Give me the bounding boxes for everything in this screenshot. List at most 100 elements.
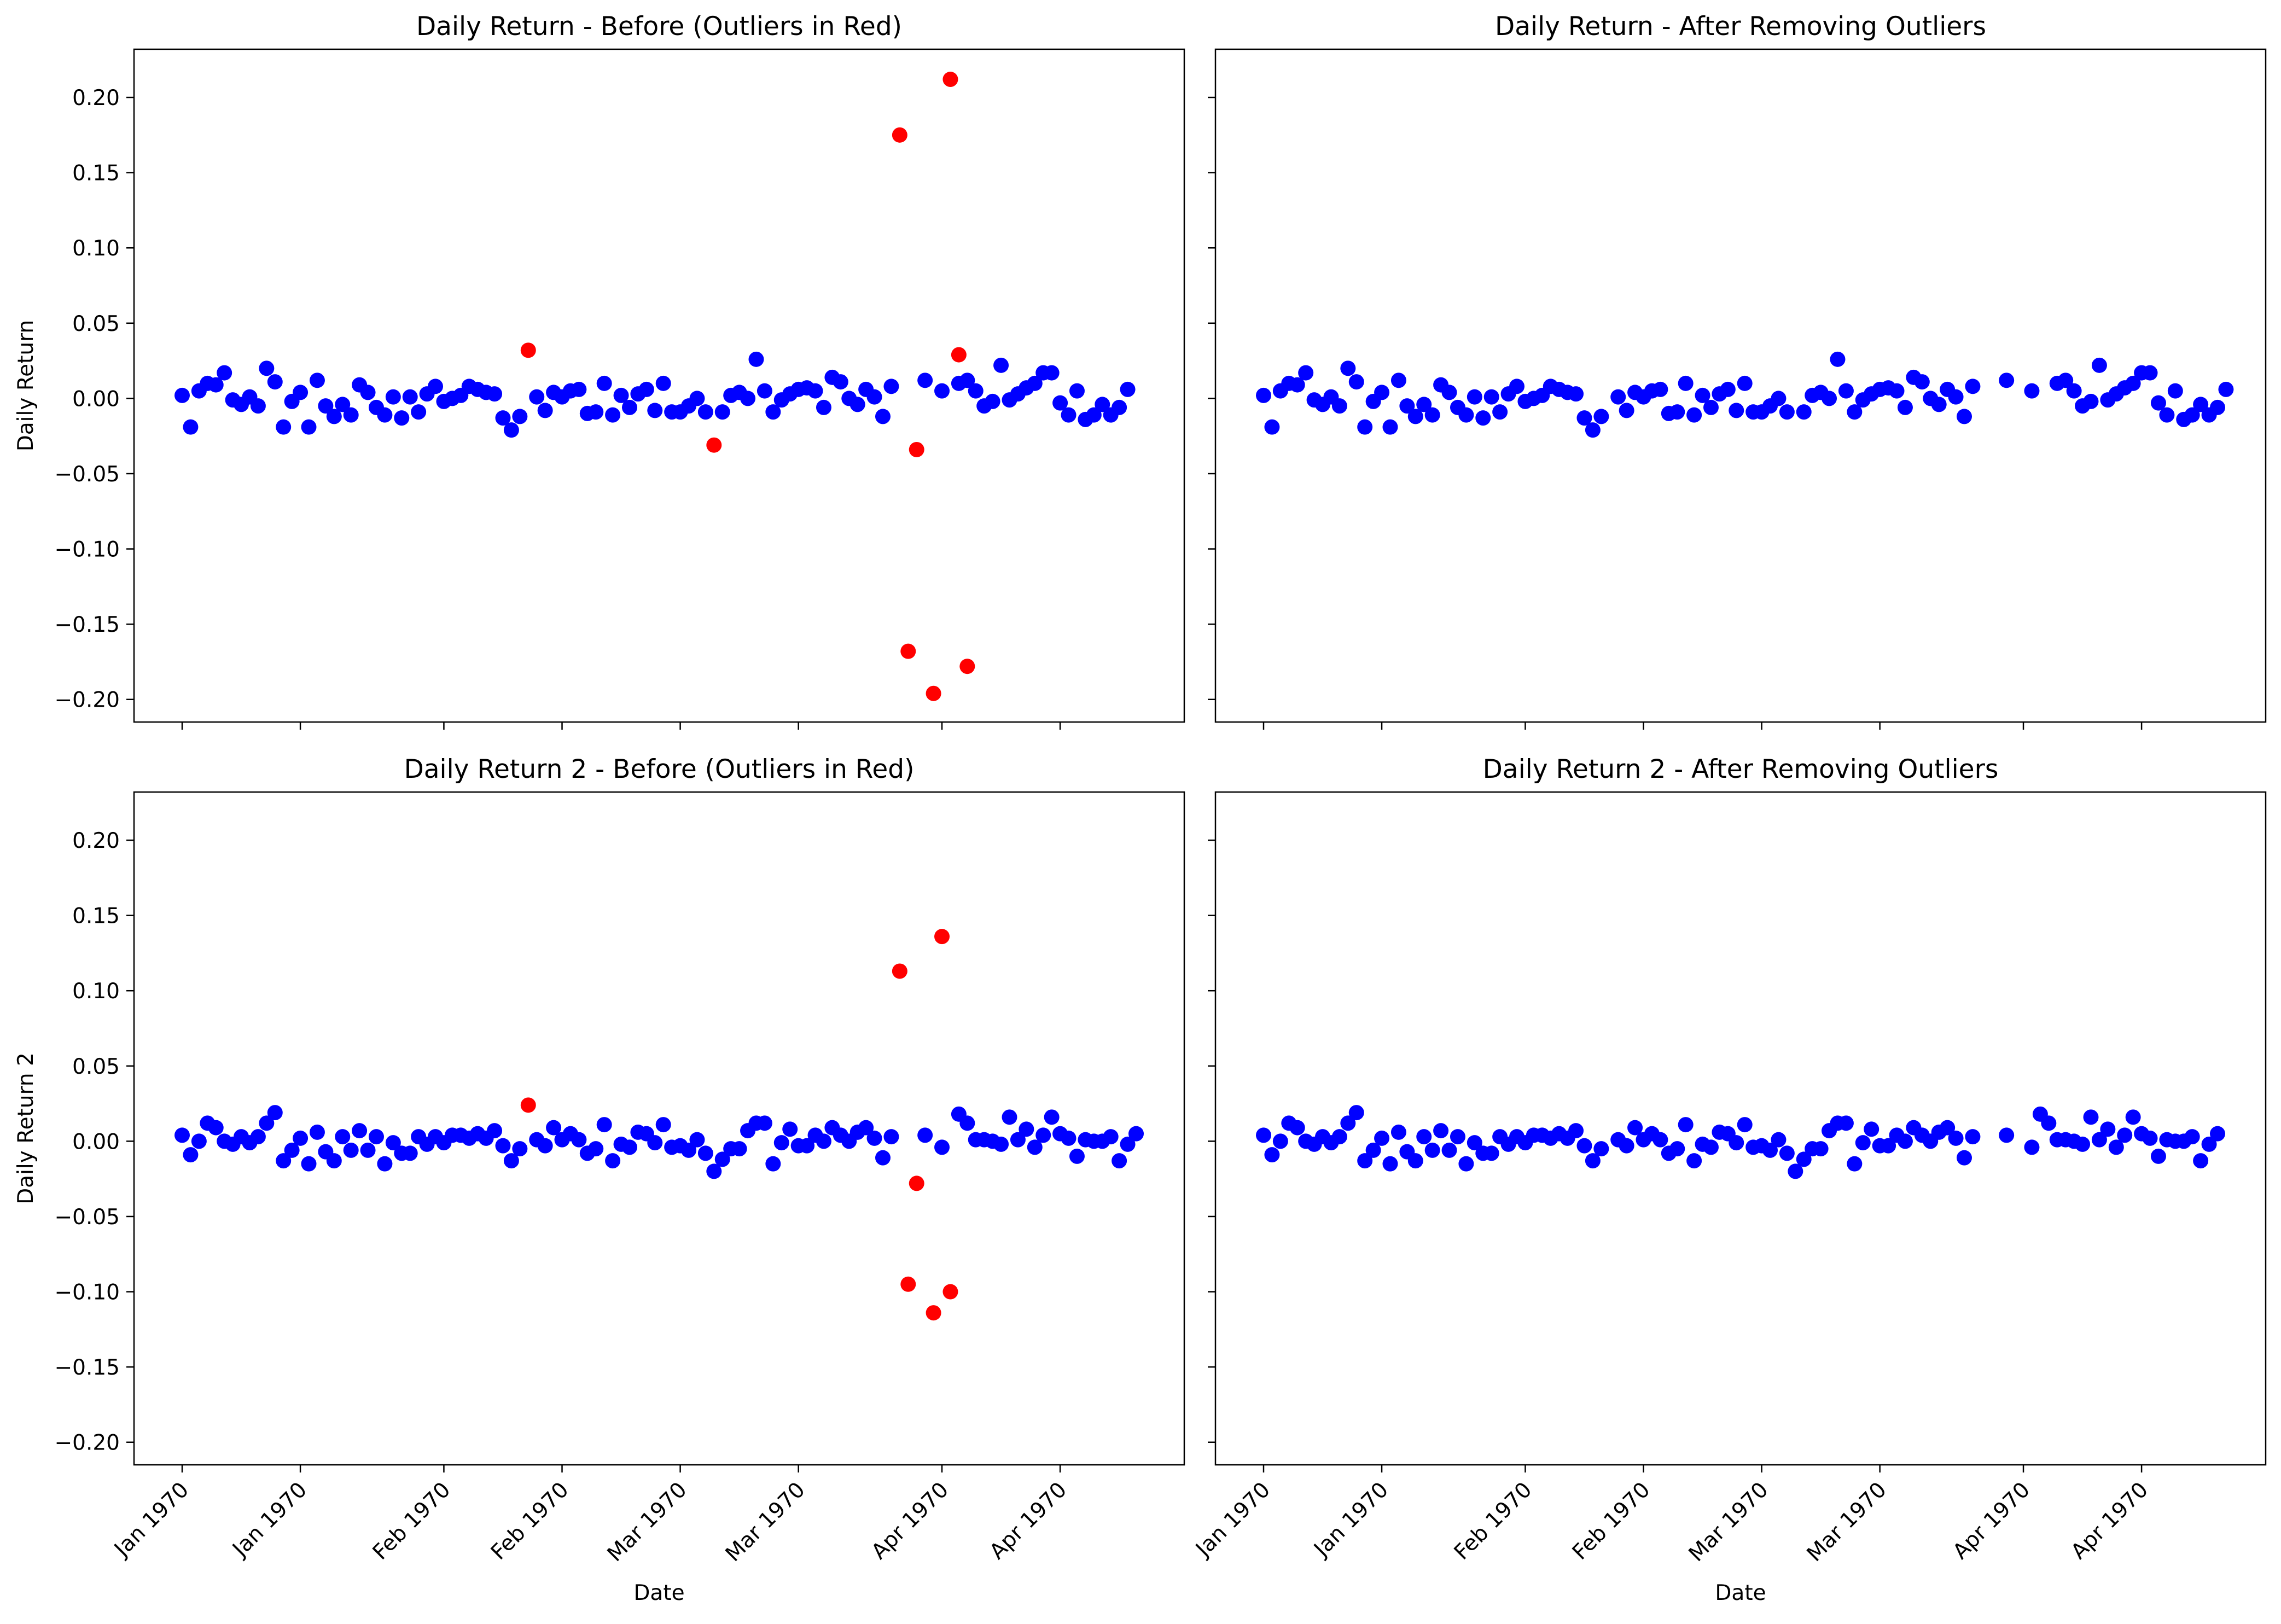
data-point (1340, 1115, 1356, 1131)
data-point (301, 1156, 317, 1172)
data-point (1467, 389, 1482, 405)
data-point (1052, 395, 1068, 411)
y-tick-label: −0.10 (54, 1280, 120, 1305)
data-point (1703, 399, 1719, 415)
data-point (1272, 1133, 1288, 1149)
data-point (411, 404, 427, 420)
data-point (714, 1151, 730, 1167)
inlier-points (1256, 351, 2234, 438)
data-point (1788, 1163, 1803, 1179)
data-point (309, 1124, 325, 1140)
data-point (1737, 375, 1753, 391)
y-tick-label: 0.15 (72, 904, 120, 929)
data-point (2142, 365, 2158, 381)
data-point (571, 381, 587, 397)
data-point (875, 1150, 891, 1166)
data-point (1686, 407, 1702, 423)
data-point (1838, 383, 1854, 399)
data-point (621, 1139, 637, 1155)
data-point (1889, 383, 1905, 399)
y-tick-label: 0.15 (72, 161, 120, 186)
data-point (1441, 1142, 1457, 1158)
data-point (250, 398, 266, 414)
x-tick-label: Apr 1970 (985, 1477, 1072, 1564)
data-point (1779, 1145, 1795, 1161)
data-point (1103, 1129, 1119, 1145)
x-axis-label: Date (1715, 1581, 1766, 1605)
plot-frame (133, 48, 1185, 723)
subplot-title: Daily Return 2 - Before (Outliers in Red… (404, 754, 915, 784)
data-point (1002, 1109, 1017, 1125)
y-tick-label: −0.05 (54, 462, 120, 487)
data-point (1475, 410, 1491, 426)
outlier-point (959, 659, 975, 674)
data-point (1931, 397, 1947, 412)
data-point (1441, 385, 1457, 400)
data-point (1796, 1151, 1812, 1167)
data-point (1509, 379, 1525, 394)
data-point (748, 351, 764, 367)
data-point (512, 409, 528, 424)
y-tick-label: −0.15 (54, 613, 120, 637)
data-point (377, 407, 393, 423)
y-axis-label: Daily Return (14, 320, 38, 452)
data-point (1112, 1153, 1127, 1169)
data-point (1822, 391, 1837, 406)
subplot-1: Daily Return - Before (Outliers in Red) 0… (14, 11, 1185, 730)
data-point (293, 385, 309, 400)
data-point (1086, 407, 1102, 423)
data-point (1568, 1123, 1584, 1139)
y-tick-label: 0.20 (72, 829, 120, 853)
data-point (385, 389, 401, 405)
data-point (2083, 393, 2099, 409)
data-point (293, 1130, 309, 1146)
data-point (385, 1135, 401, 1151)
x-tick-label: Jan 1970 (1190, 1477, 1275, 1562)
outlier-point (892, 963, 907, 979)
data-point (1585, 422, 1601, 438)
data-point (959, 1115, 975, 1131)
data-point (1365, 1142, 1381, 1158)
data-point (326, 409, 342, 424)
data-point (1838, 1115, 1854, 1131)
data-point (1340, 360, 1356, 376)
data-point (2125, 1109, 2141, 1125)
x-tick-label: Feb 1970 (368, 1477, 456, 1565)
data-point (546, 1120, 562, 1136)
x-tick-label: Mar 1970 (1802, 1477, 1892, 1567)
data-point (2100, 1121, 2116, 1137)
x-tick-label: Mar 1970 (721, 1477, 810, 1567)
data-point (2167, 383, 2183, 399)
x-tick-label: Jan 1970 (109, 1477, 194, 1562)
data-point (1669, 1141, 1685, 1157)
data-point (2125, 375, 2141, 391)
data-point (1044, 1109, 1060, 1125)
data-point (1382, 419, 1398, 435)
outlier-point (926, 685, 941, 701)
data-point (588, 404, 604, 420)
x-tick-label: Feb 1970 (1450, 1477, 1537, 1565)
data-point (689, 391, 705, 406)
data-point (2024, 383, 2040, 399)
data-point (621, 399, 637, 415)
x-tick-label: Apr 1970 (867, 1477, 953, 1564)
data-point (1120, 381, 1136, 397)
data-point (1762, 1142, 1778, 1158)
data-point (596, 375, 612, 391)
data-point (1399, 398, 1415, 414)
data-point (276, 419, 292, 435)
outlier-point (520, 1097, 536, 1113)
inlier-points (1256, 1105, 2225, 1179)
data-point (1298, 365, 1314, 381)
data-point (740, 391, 756, 406)
data-point (174, 1127, 190, 1143)
data-point (883, 1129, 899, 1145)
data-point (259, 360, 275, 376)
data-point (934, 383, 950, 399)
plot-frame (133, 791, 1185, 1466)
data-point (1720, 381, 1736, 397)
data-point (2066, 383, 2082, 399)
data-point (1061, 1130, 1077, 1146)
y-tick-label: −0.20 (54, 1431, 120, 1456)
